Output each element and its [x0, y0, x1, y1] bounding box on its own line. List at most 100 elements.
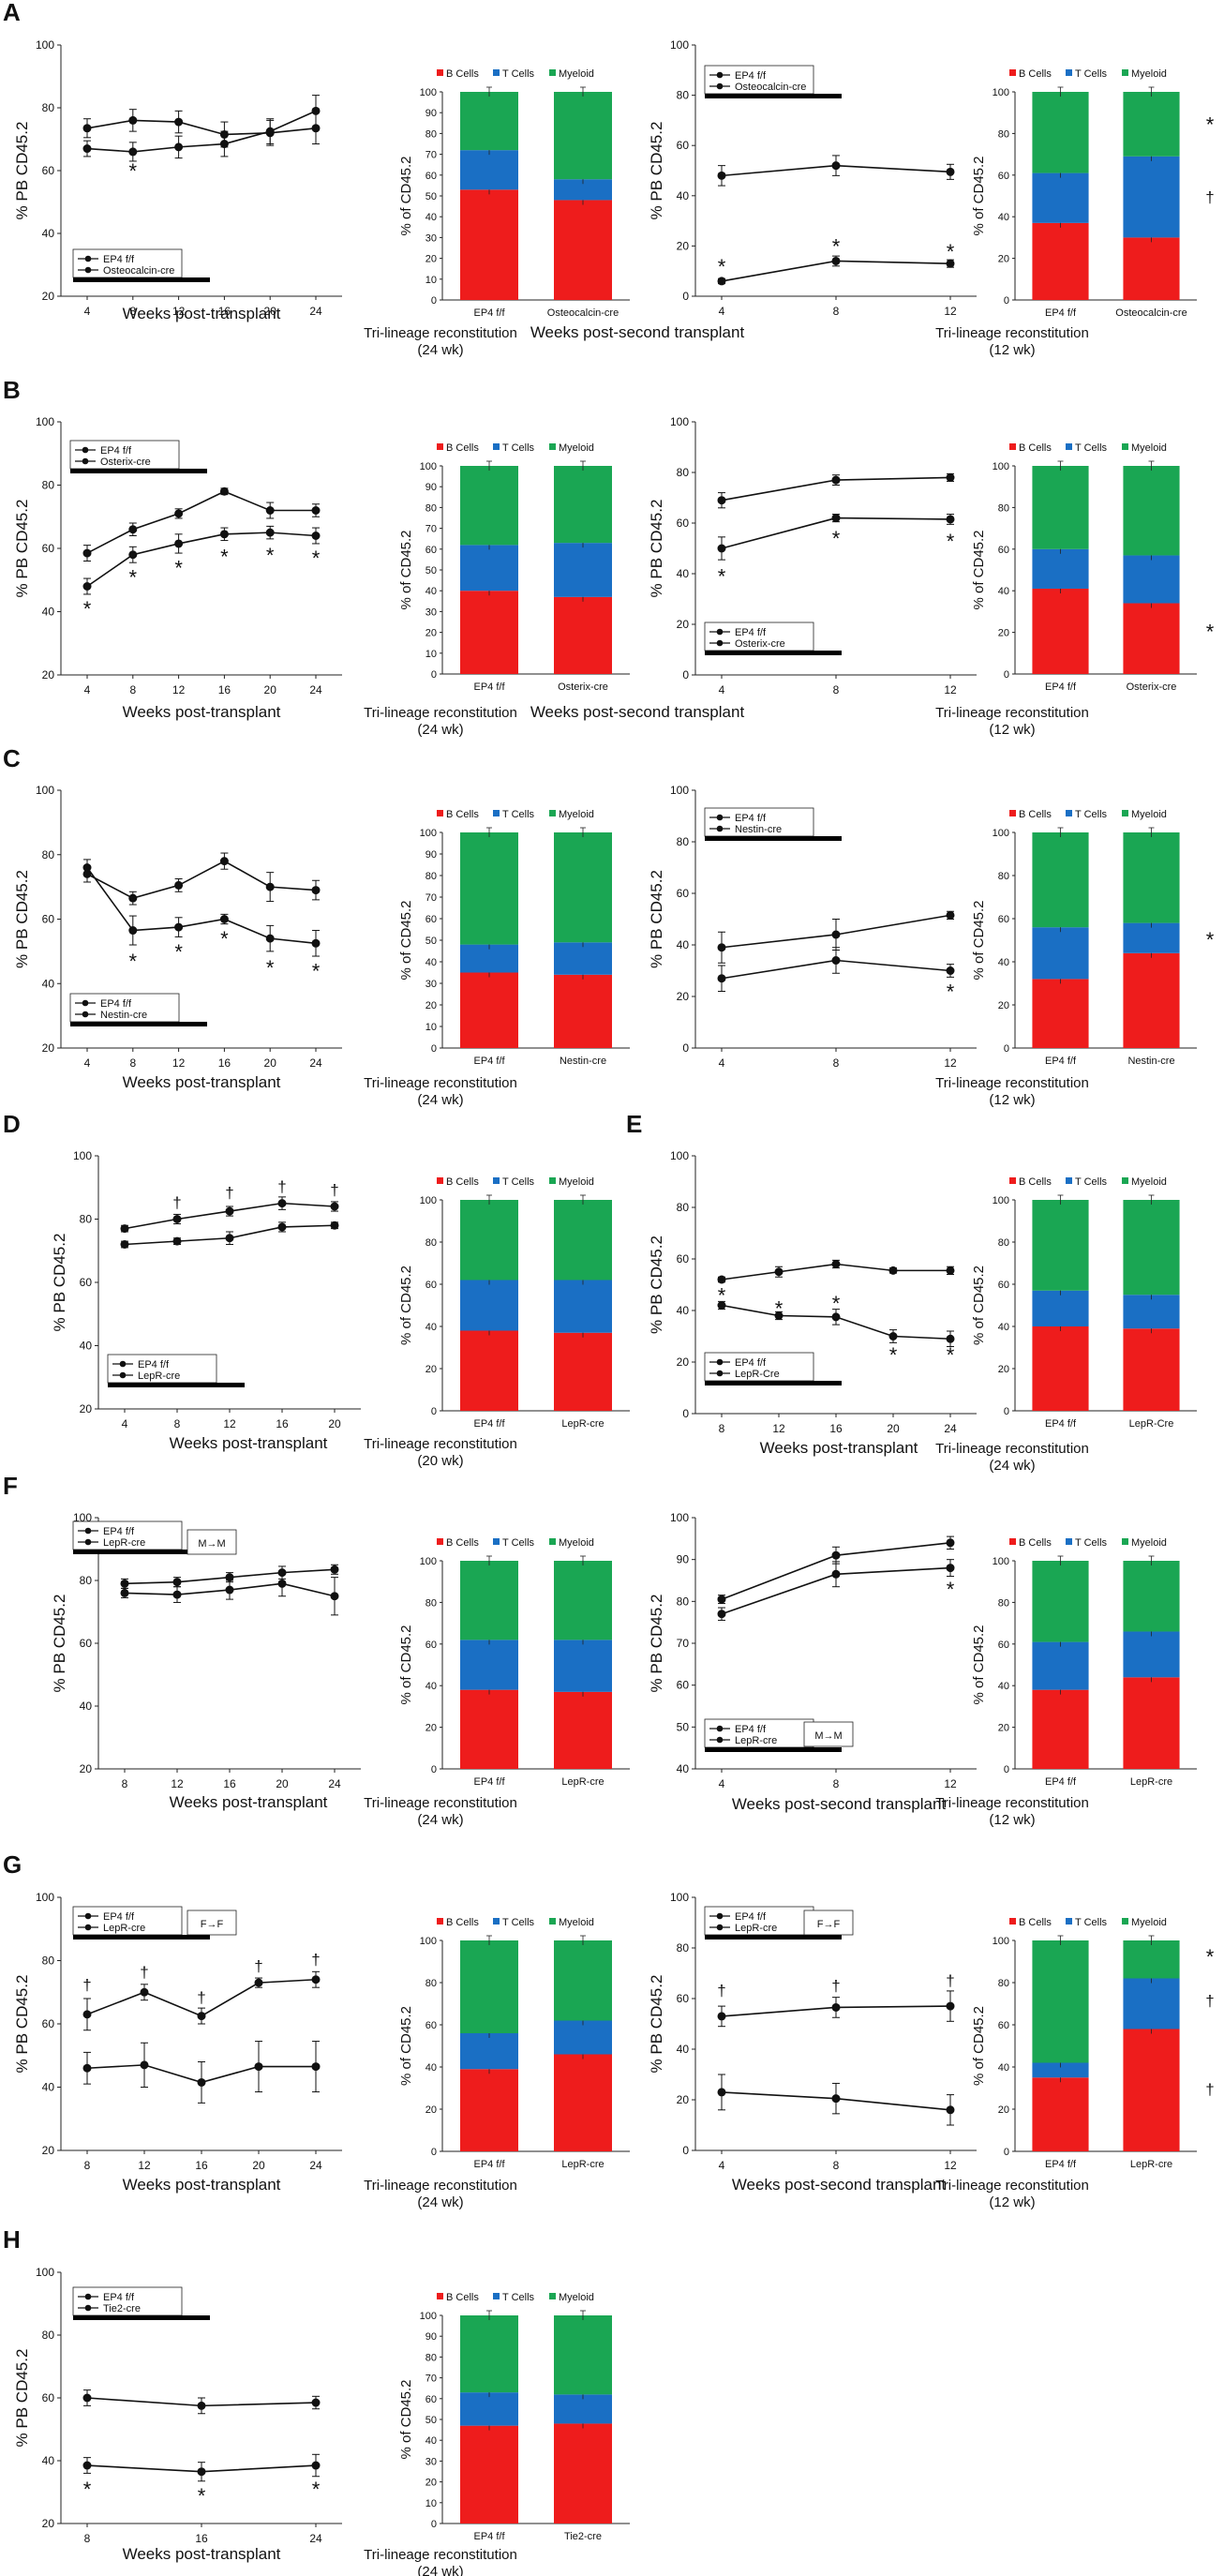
x-tick-label: 4 — [84, 683, 91, 696]
y-axis-label: % of CD45.2 — [398, 900, 414, 980]
category-label: EP4 f/f — [473, 1418, 505, 1430]
data-point — [120, 1588, 129, 1597]
legend-swatch — [549, 810, 556, 816]
data-point — [946, 966, 955, 975]
data-point — [946, 1334, 955, 1343]
data-point — [277, 1579, 287, 1588]
category-label: LepR-cre — [561, 2159, 604, 2170]
significance-marker: * — [198, 2484, 206, 2508]
stacked-bar-chart-C2: 0 10 20 30 40 50 60 70 80 90 100 % of CD45.2 EP4 f/f… — [364, 809, 630, 1108]
legend-underline — [70, 469, 207, 473]
y-tick-label: 40 — [677, 938, 690, 951]
legend-swatch — [1009, 1538, 1016, 1545]
y-tick-label: 40 — [42, 977, 55, 990]
y-tick-label: 40 — [425, 2435, 437, 2447]
y-tick-label: 60 — [677, 1992, 690, 2005]
x-tick-label: 24 — [309, 305, 322, 318]
legend-label: Myeloid — [559, 2292, 594, 2303]
bar-segment-t-cells — [460, 1640, 518, 1690]
data-point — [831, 1550, 841, 1560]
bar-segment-myeloid — [460, 1561, 518, 1640]
y-tick-label: 100 — [36, 1891, 54, 1904]
legend-swatch — [493, 1538, 500, 1545]
y-tick-label: 60 — [425, 1640, 437, 1651]
bar-segment-t-cells — [460, 2033, 518, 2070]
data-point — [265, 882, 275, 891]
data-point — [717, 171, 726, 180]
significance-marker: * — [947, 1578, 955, 1601]
x-tick-label: 12 — [944, 683, 957, 696]
y-tick-label: 100 — [993, 828, 1009, 839]
y-tick-label: 100 — [36, 415, 54, 428]
bar-segment-b-cells — [554, 1691, 612, 1769]
x-tick-label: 8 — [129, 305, 136, 318]
legend-label: LepR-cre — [103, 1923, 145, 1934]
bar-segment-myeloid — [1123, 466, 1180, 556]
y-tick-label: 100 — [670, 784, 689, 797]
bar-segment-myeloid — [554, 466, 612, 544]
line-chart-B3: 0 20 40 60 80 100 4 8 12 % PB CD45.2 Weeks post-se… — [530, 415, 977, 721]
legend-swatch — [1122, 443, 1128, 450]
legend-marker — [84, 1538, 92, 1546]
y-tick-label: 90 — [425, 482, 437, 493]
legend-marker — [82, 457, 89, 465]
data-point — [946, 2105, 955, 2115]
y-tick-label: 100 — [993, 87, 1009, 98]
bar-segment-myeloid — [1123, 1940, 1180, 1979]
bar-segment-t-cells — [1123, 156, 1180, 238]
legend-label: Myeloid — [559, 1537, 594, 1549]
y-tick-label: 80 — [425, 1237, 437, 1249]
legend-label: T Cells — [502, 1176, 535, 1188]
x-tick-label: 20 — [887, 1422, 900, 1435]
y-tick-label: 70 — [677, 1637, 690, 1650]
y-tick-label: 100 — [670, 1891, 689, 1904]
legend-underline — [705, 1747, 842, 1752]
y-tick-label: 50 — [425, 191, 437, 202]
category-label: Osterix-cre — [1127, 681, 1177, 693]
bar-segment-myeloid — [554, 1561, 612, 1640]
x-axis-label: Weeks post-transplant — [123, 305, 281, 322]
data-point — [717, 277, 726, 286]
data-point — [717, 1301, 726, 1310]
legend: B Cells T Cells Myeloid — [437, 2292, 594, 2303]
legend-marker — [716, 628, 724, 636]
y-tick-label: 60 — [425, 2394, 437, 2405]
legend-swatch — [1122, 1918, 1128, 1925]
x-tick-label: 24 — [309, 1056, 322, 1070]
transplant-direction-box — [187, 1910, 237, 1936]
significance-marker: * — [83, 597, 92, 621]
data-point — [120, 1579, 129, 1588]
x-tick-label: 12 — [944, 1777, 957, 1790]
y-tick-label: 30 — [425, 232, 437, 244]
bar-segment-t-cells — [1123, 1295, 1180, 1329]
x-axis-label: Weeks post-transplant — [123, 2545, 281, 2563]
y-tick-label: 90 — [425, 108, 437, 119]
y-tick-label: 100 — [73, 1149, 92, 1162]
line-chart-C3: 0 20 40 60 80 100 4 8 12 % PB CD45.2 * EP4 f/fNesti… — [648, 784, 977, 1070]
y-tick-label: 40 — [42, 227, 55, 240]
stacked-bar-chart-A4: 0 20 40 60 80 100 % of CD45.2 EP4 f/f Osteocalci… — [935, 68, 1215, 358]
significance-marker: † — [225, 1184, 233, 1202]
legend-swatch — [493, 69, 500, 76]
line-chart-C1: 20 40 60 80 100 4 8 12 16 20 24 % PB CD45.2 Weeks po… — [13, 784, 342, 1091]
x-tick-label: 8 — [129, 683, 136, 696]
y-axis-label: % of CD45.2 — [398, 156, 414, 235]
x-axis-sublabel: (24 wk) — [417, 2564, 463, 2576]
y-tick-label: 20 — [677, 1355, 690, 1369]
data-point — [717, 1610, 726, 1619]
category-label: Osteocalcin-cre — [547, 307, 619, 319]
legend-label: B Cells — [1019, 442, 1052, 454]
y-tick-label: 100 — [420, 1936, 437, 1947]
legend-box — [704, 65, 814, 95]
y-tick-label: 100 — [670, 1511, 689, 1524]
y-tick-label: 60 — [42, 2391, 55, 2404]
legend-marker — [119, 1371, 127, 1379]
x-axis-label: Tri-lineage reconstitution — [364, 705, 517, 721]
legend-label: EP4 f/f — [735, 627, 767, 638]
data-point — [311, 2398, 321, 2407]
legend-label: EP4 f/f — [103, 254, 135, 265]
data-point — [831, 256, 841, 265]
bar-segment-t-cells — [1032, 2062, 1089, 2078]
legend: B Cells T Cells Myeloid — [1009, 809, 1167, 820]
data-point — [831, 2002, 841, 2012]
